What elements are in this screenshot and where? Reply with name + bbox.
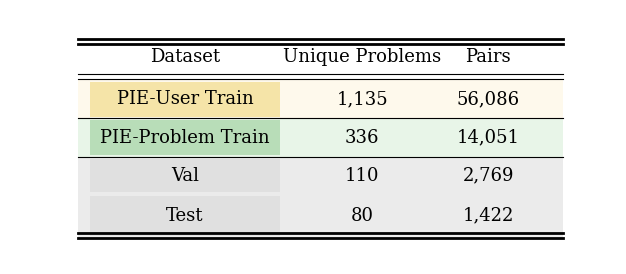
Bar: [78, 157, 563, 194]
Text: Val: Val: [171, 167, 199, 184]
Text: Test: Test: [167, 207, 203, 225]
Bar: [78, 118, 563, 157]
Text: 80: 80: [351, 207, 374, 225]
Text: Dataset: Dataset: [150, 48, 220, 65]
Text: 56,086: 56,086: [456, 90, 520, 108]
Text: PIE-User Train: PIE-User Train: [116, 90, 254, 108]
Text: Unique Problems: Unique Problems: [283, 48, 441, 65]
Text: 1,422: 1,422: [463, 207, 514, 225]
Text: 2,769: 2,769: [463, 167, 514, 184]
Text: Pairs: Pairs: [465, 48, 511, 65]
Text: 336: 336: [345, 129, 379, 147]
Text: 1,135: 1,135: [336, 90, 388, 108]
Bar: [78, 194, 563, 238]
Bar: [90, 120, 280, 155]
Bar: [78, 80, 563, 118]
Bar: [90, 196, 280, 236]
Bar: [90, 81, 280, 117]
Bar: [90, 159, 280, 192]
Text: PIE-Problem Train: PIE-Problem Train: [100, 129, 270, 147]
Text: 14,051: 14,051: [457, 129, 520, 147]
Text: 110: 110: [345, 167, 379, 184]
